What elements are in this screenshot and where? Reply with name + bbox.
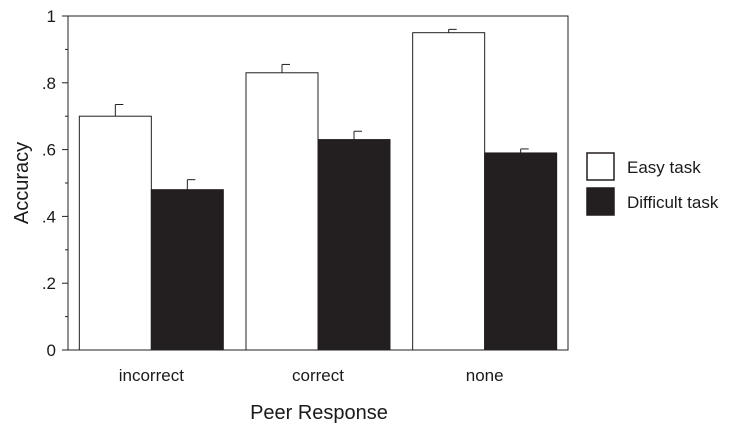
x-axis-title: Peer Response (250, 402, 388, 424)
legend-label-easy-task: Easy task (627, 158, 701, 177)
bar-easy-task-correct (245, 72, 319, 351)
legend-swatch-difficult-task (586, 187, 615, 216)
bar-difficult-task-none (484, 152, 558, 351)
x-tick-label-incorrect: incorrect (119, 366, 184, 385)
legend: Easy task Difficult task (586, 152, 719, 216)
y-tick-label: .2 (42, 274, 56, 293)
y-tick-label: .4 (42, 207, 56, 226)
bars (78, 28, 558, 351)
y-tick-label: 1 (47, 7, 56, 26)
bar-easy-task-none (412, 32, 486, 351)
y-axis-title: Accuracy (11, 142, 33, 224)
x-tick-label-correct: correct (292, 366, 344, 385)
bar-difficult-task-incorrect (150, 189, 224, 351)
y-axis: 0 .2 .4 .6 .8 1 (42, 7, 68, 360)
y-tick-label: .8 (42, 74, 56, 93)
bar-difficult-task-correct (317, 139, 391, 351)
legend-label-difficult-task: Difficult task (627, 193, 719, 212)
bar-easy-task-incorrect (78, 115, 152, 351)
x-tick-label-none: none (466, 366, 504, 385)
y-tick-label: .6 (42, 141, 56, 160)
legend-swatch-easy-task (586, 152, 615, 181)
y-tick-label: 0 (47, 341, 56, 360)
x-axis: incorrect correct none (119, 366, 504, 385)
